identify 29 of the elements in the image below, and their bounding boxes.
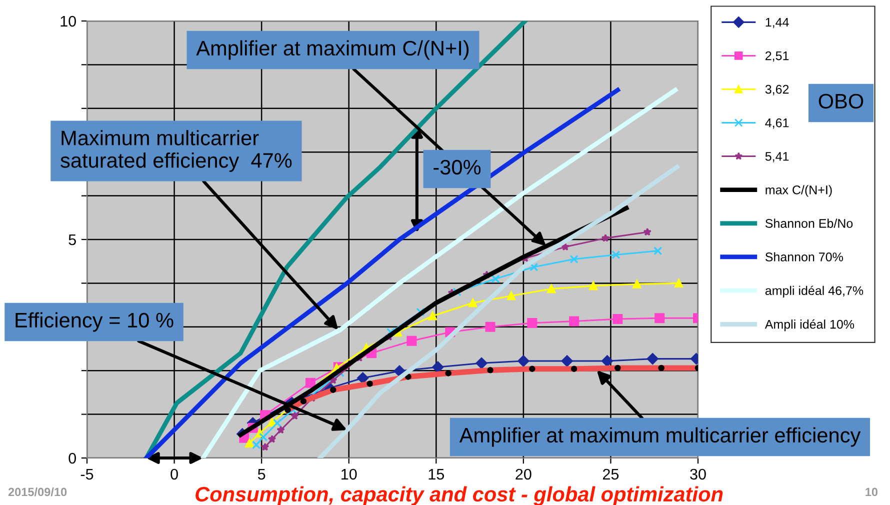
annotation: -30%	[434, 160, 481, 175]
legend-label: max C/(N+I)	[766, 185, 832, 197]
x-tick-label: 15	[428, 468, 444, 480]
x-tick-label: 5	[258, 468, 266, 480]
x-tick-label: 30	[690, 468, 706, 480]
annotation: Maximum multicarrier saturated efficiency 47%	[60, 130, 292, 172]
y-tick-label: 10	[60, 16, 76, 27]
x-tick-label: 10	[342, 468, 357, 480]
y-tick-label: 5	[68, 234, 76, 246]
text: 2015/09/10	[8, 487, 67, 496]
annotation: Amplifier at maximum multicarrier efficiency	[459, 427, 861, 447]
text: OBO	[818, 94, 864, 109]
y-tick-label: 0	[68, 452, 76, 464]
legend-label: 3,62	[765, 84, 789, 96]
text: 10	[866, 488, 878, 496]
legend-label: Shannon Eb/No	[765, 218, 853, 228]
legend-label: 2,51	[766, 51, 789, 62]
annotation: Efficiency = 10 %	[16, 312, 174, 332]
legend-label: 5,41	[765, 152, 789, 162]
legend-label: 4,61	[765, 118, 789, 129]
legend-label: 1,44	[766, 18, 789, 28]
x-tick-label: 25	[602, 468, 619, 480]
legend-label: Ampli idéal 10%	[764, 319, 854, 332]
x-tick-label: 20	[516, 468, 532, 480]
x-tick-label: 0	[170, 468, 178, 480]
legend-label: ampli idéal 46,7%	[765, 286, 864, 298]
annotation: Amplifier at maximum C/(N+I)	[196, 40, 469, 60]
legend-label: Shannon 70%	[765, 252, 843, 262]
x-tick-label: -5	[80, 468, 94, 480]
